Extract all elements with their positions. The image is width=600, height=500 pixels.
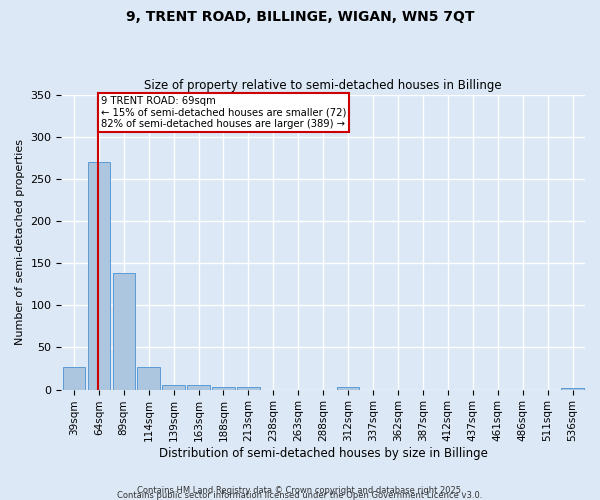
Text: Contains HM Land Registry data © Crown copyright and database right 2025.: Contains HM Land Registry data © Crown c… bbox=[137, 486, 463, 495]
Text: Contains public sector information licensed under the Open Government Licence v3: Contains public sector information licen… bbox=[118, 491, 482, 500]
Text: 9, TRENT ROAD, BILLINGE, WIGAN, WN5 7QT: 9, TRENT ROAD, BILLINGE, WIGAN, WN5 7QT bbox=[126, 10, 474, 24]
Bar bbox=[88, 162, 110, 390]
Bar bbox=[237, 387, 260, 390]
Y-axis label: Number of semi-detached properties: Number of semi-detached properties bbox=[15, 139, 25, 345]
Text: 9 TRENT ROAD: 69sqm
← 15% of semi-detached houses are smaller (72)
82% of semi-d: 9 TRENT ROAD: 69sqm ← 15% of semi-detach… bbox=[101, 96, 346, 130]
Bar bbox=[187, 384, 210, 390]
Bar bbox=[163, 384, 185, 390]
Bar bbox=[562, 388, 584, 390]
X-axis label: Distribution of semi-detached houses by size in Billinge: Distribution of semi-detached houses by … bbox=[159, 447, 488, 460]
Bar bbox=[113, 274, 135, 390]
Title: Size of property relative to semi-detached houses in Billinge: Size of property relative to semi-detach… bbox=[145, 79, 502, 92]
Bar bbox=[337, 387, 359, 390]
Bar bbox=[212, 387, 235, 390]
Bar bbox=[137, 367, 160, 390]
Bar bbox=[62, 367, 85, 390]
